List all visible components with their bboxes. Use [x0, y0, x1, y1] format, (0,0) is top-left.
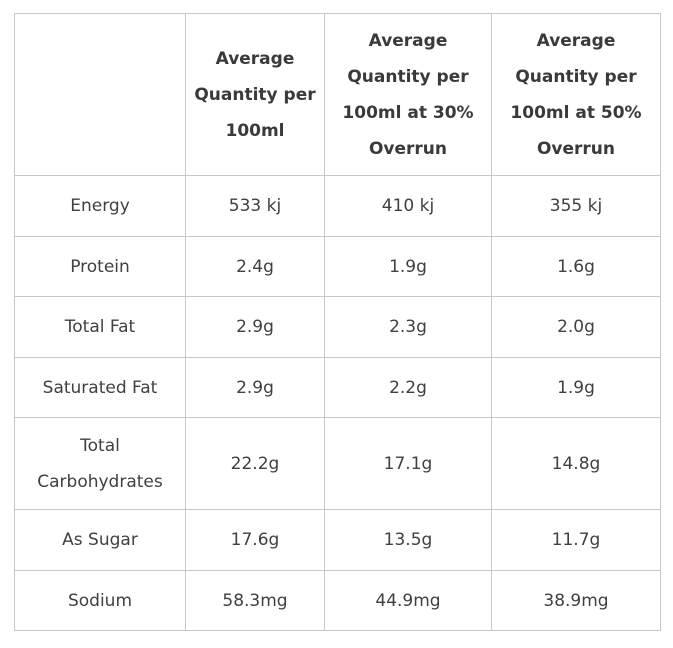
table-row: Total Fat 2.9g 2.3g 2.0g: [14, 296, 661, 358]
row-label: As Sugar: [14, 509, 186, 571]
table-cell: 1.9g: [491, 357, 661, 418]
table-cell: 2.2g: [324, 357, 492, 418]
header-per-100ml-50-overrun: Average Quantity per 100ml at 50% Overru…: [491, 13, 661, 176]
table-row: Protein 2.4g 1.9g 1.6g: [14, 236, 661, 297]
table-row: Energy 533 kj 410 kj 355 kj: [14, 175, 661, 237]
table-cell: 2.0g: [491, 296, 661, 358]
row-label: Energy: [14, 175, 186, 237]
table-cell: 410 kj: [324, 175, 492, 237]
table-cell: 58.3mg: [185, 570, 325, 631]
row-label: Saturated Fat: [14, 357, 186, 418]
row-label: Total Carbohydrates: [14, 417, 186, 510]
header-row: Average Quantity per 100ml Average Quant…: [14, 13, 661, 176]
header-empty-cell: [14, 13, 186, 176]
table-cell: 1.6g: [491, 236, 661, 297]
table-cell: 2.9g: [185, 296, 325, 358]
table-cell: 2.3g: [324, 296, 492, 358]
table-cell: 38.9mg: [491, 570, 661, 631]
table-row: As Sugar 17.6g 13.5g 11.7g: [14, 509, 661, 571]
table-row: Total Carbohydrates 22.2g 17.1g 14.8g: [14, 417, 661, 510]
table-cell: 2.4g: [185, 236, 325, 297]
row-label: Protein: [14, 236, 186, 297]
table-cell: 355 kj: [491, 175, 661, 237]
row-label: Sodium: [14, 570, 186, 631]
table-cell: 1.9g: [324, 236, 492, 297]
table-cell: 11.7g: [491, 509, 661, 571]
row-label: Total Fat: [14, 296, 186, 358]
table-cell: 22.2g: [185, 417, 325, 510]
table-cell: 17.6g: [185, 509, 325, 571]
header-per-100ml-30-overrun: Average Quantity per 100ml at 30% Overru…: [324, 13, 492, 176]
table-row: Saturated Fat 2.9g 2.2g 1.9g: [14, 357, 661, 418]
nutrition-table: Average Quantity per 100ml Average Quant…: [14, 13, 661, 631]
table-row: Sodium 58.3mg 44.9mg 38.9mg: [14, 570, 661, 631]
table-cell: 17.1g: [324, 417, 492, 510]
header-per-100ml: Average Quantity per 100ml: [185, 13, 325, 176]
table-cell: 2.9g: [185, 357, 325, 418]
table-cell: 44.9mg: [324, 570, 492, 631]
table-cell: 13.5g: [324, 509, 492, 571]
table-cell: 14.8g: [491, 417, 661, 510]
table-cell: 533 kj: [185, 175, 325, 237]
